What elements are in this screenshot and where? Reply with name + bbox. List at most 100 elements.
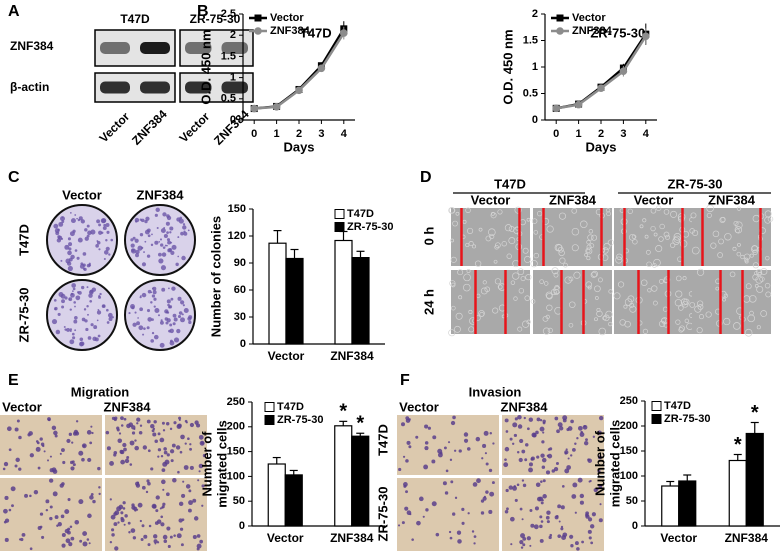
colony-dot: [136, 321, 140, 326]
cell-dot: [424, 441, 429, 445]
cell-texture: [530, 299, 536, 304]
cell-dot: [504, 509, 509, 514]
cell-dot: [173, 421, 177, 425]
colony-dot: [168, 247, 173, 252]
colony-dot: [68, 247, 72, 251]
cell-dot: [587, 517, 593, 522]
point: [272, 103, 281, 111]
colony-dot: [143, 251, 145, 253]
cell-texture: [627, 295, 635, 303]
y-tick-label: 150: [228, 203, 246, 215]
cell-dot: [450, 420, 456, 426]
cell-dot: [136, 417, 141, 422]
y-tick-label: 250: [620, 395, 638, 407]
cell-dot: [489, 432, 493, 435]
cell-dot: [538, 496, 544, 502]
cell-dot: [431, 501, 437, 507]
cell-dot: [178, 501, 184, 507]
colony-dot: [89, 299, 93, 303]
colony-dot: [128, 311, 131, 315]
cell-dot: [489, 491, 495, 497]
cell-dot: [542, 494, 547, 499]
colony-dot: [69, 212, 72, 214]
x-tick-label: ZNF384: [330, 531, 374, 545]
cell-dot: [126, 455, 130, 459]
cell-texture: [698, 314, 704, 320]
cell-dot: [86, 430, 92, 435]
cell-dot: [162, 534, 168, 540]
cell-dot: [188, 500, 193, 506]
colony-dot: [61, 305, 65, 309]
colony-dot: [180, 317, 185, 323]
cell-dot: [117, 438, 123, 444]
colony-dot: [69, 308, 72, 311]
cell-dot: [541, 457, 547, 463]
cell-dot: [124, 514, 128, 518]
cell-texture: [723, 293, 729, 298]
x-tick-label: 4: [341, 128, 348, 140]
cell-dot: [482, 496, 487, 501]
cell-texture: [647, 288, 652, 293]
legend-label: Vector: [270, 12, 304, 24]
cell-dot: [109, 498, 112, 501]
y-tick-label: 0: [240, 338, 246, 350]
bar: [268, 242, 287, 345]
cell-dot: [90, 493, 94, 496]
cell-dot: [443, 446, 447, 450]
cell-dot: [160, 454, 164, 458]
cell-texture: [589, 243, 595, 249]
cell-dot: [188, 508, 192, 513]
y-tick-label: 0: [239, 520, 245, 532]
cell-texture: [605, 310, 613, 319]
bar: [285, 257, 304, 345]
cell-dot: [398, 467, 402, 472]
blot-band: [221, 42, 248, 54]
row-label: 24 h: [421, 289, 436, 315]
cell-dot: [172, 478, 177, 483]
cell-dot: [576, 437, 579, 440]
cell-dot: [47, 459, 50, 462]
cell-dot: [598, 415, 604, 421]
colony-dot: [131, 248, 135, 252]
cell-dot: [163, 539, 168, 544]
cell-texture: [678, 305, 684, 311]
cell-dot: [595, 487, 599, 491]
colony-dot: [151, 318, 154, 321]
colony-dot: [64, 296, 68, 300]
cell-texture: [613, 292, 621, 300]
cell-dot: [549, 533, 553, 537]
cell-dot: [189, 447, 193, 451]
panel-title: Migration: [71, 384, 130, 399]
cell-dot: [159, 437, 165, 443]
colony-dot: [156, 227, 159, 230]
cell-dot: [530, 456, 535, 461]
cell-texture: [642, 218, 647, 223]
cell-dot: [79, 539, 83, 543]
cell-texture: [606, 211, 611, 217]
cell-dot: [590, 541, 594, 545]
cell-texture: [530, 260, 538, 268]
colony-dot: [74, 315, 78, 320]
colony-dot: [132, 236, 136, 240]
cell-texture: [754, 284, 759, 288]
blot-band: [100, 42, 130, 54]
cell-dot: [444, 491, 449, 495]
cell-dot: [528, 467, 533, 473]
cell-dot: [585, 514, 590, 519]
y-tick-label: 1: [230, 72, 236, 84]
colony-dot: [67, 250, 72, 256]
colony-well: [124, 204, 196, 276]
cell-texture: [678, 325, 686, 332]
colony-dot: [67, 265, 73, 272]
y-tick-label: 50: [233, 495, 245, 507]
colony-dot: [132, 322, 137, 327]
cell-dot: [18, 435, 22, 440]
cell-dot: [187, 437, 190, 441]
colony-dot: [154, 213, 158, 217]
cell-texture: [594, 296, 599, 300]
cell-texture: [631, 234, 637, 240]
cell-texture: [558, 249, 565, 257]
cell-dot: [471, 530, 475, 533]
cell-dot: [491, 481, 495, 485]
cell-dot: [473, 535, 477, 538]
